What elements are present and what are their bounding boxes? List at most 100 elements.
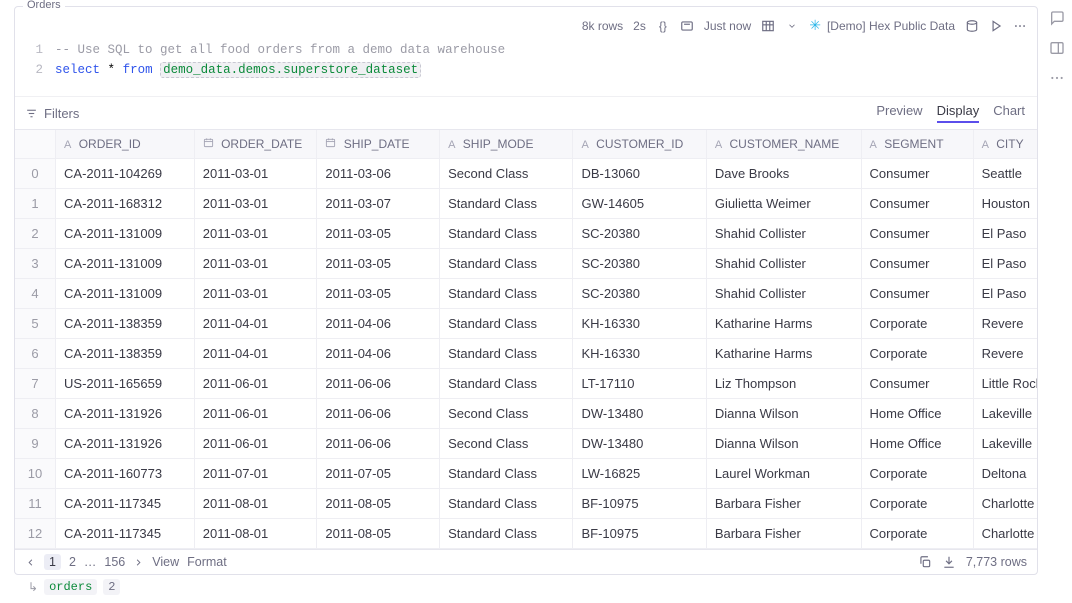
tab-preview[interactable]: Preview — [876, 103, 922, 123]
cell[interactable]: 2011-06-01 — [194, 369, 317, 399]
cell[interactable]: Katharine Harms — [706, 309, 861, 339]
cell[interactable]: CA-2011-117345 — [56, 489, 195, 519]
table-row[interactable]: 9CA-2011-1319262011-06-012011-06-06Secon… — [15, 429, 1037, 459]
cell[interactable]: 2011-03-05 — [317, 249, 440, 279]
cell[interactable]: DW-13480 — [573, 429, 706, 459]
database-icon[interactable] — [965, 19, 979, 33]
cell[interactable]: Katharine Harms — [706, 339, 861, 369]
cell[interactable]: 2011-04-01 — [194, 339, 317, 369]
cell[interactable]: 2011-06-06 — [317, 369, 440, 399]
cell[interactable]: GW-14605 — [573, 189, 706, 219]
cell[interactable]: Standard Class — [440, 189, 573, 219]
cell[interactable]: Barbara Fisher — [706, 489, 861, 519]
cell[interactable]: Corporate — [861, 459, 973, 489]
cell[interactable]: 2011-08-01 — [194, 489, 317, 519]
run-icon[interactable] — [989, 19, 1003, 33]
cell[interactable]: SC-20380 — [573, 249, 706, 279]
cell[interactable]: 2011-03-05 — [317, 219, 440, 249]
cell[interactable]: Dianna Wilson — [706, 429, 861, 459]
cell[interactable]: 2011-08-05 — [317, 489, 440, 519]
table-row[interactable]: 6CA-2011-1383592011-04-012011-04-06Stand… — [15, 339, 1037, 369]
cell[interactable]: Seattle — [973, 159, 1037, 189]
cell[interactable]: El Paso — [973, 279, 1037, 309]
cell[interactable]: Standard Class — [440, 249, 573, 279]
table-row[interactable]: 3CA-2011-1310092011-03-012011-03-05Stand… — [15, 249, 1037, 279]
cell[interactable]: CA-2011-131009 — [56, 279, 195, 309]
cell[interactable]: Standard Class — [440, 309, 573, 339]
cell[interactable]: CA-2011-168312 — [56, 189, 195, 219]
cell[interactable]: CA-2011-160773 — [56, 459, 195, 489]
cell[interactable]: Little Rock — [973, 369, 1037, 399]
cell[interactable]: Laurel Workman — [706, 459, 861, 489]
cell[interactable]: CA-2011-104269 — [56, 159, 195, 189]
cell[interactable]: Consumer — [861, 189, 973, 219]
cell[interactable]: Giulietta Weimer — [706, 189, 861, 219]
cell[interactable]: Second Class — [440, 429, 573, 459]
cell[interactable]: El Paso — [973, 219, 1037, 249]
cell[interactable]: Home Office — [861, 399, 973, 429]
cell[interactable]: Consumer — [861, 279, 973, 309]
cell[interactable]: Shahid Collister — [706, 249, 861, 279]
cell[interactable]: 2011-03-01 — [194, 159, 317, 189]
cell[interactable]: Lakeville — [973, 399, 1037, 429]
cell[interactable]: 2011-04-06 — [317, 309, 440, 339]
cell[interactable]: 2011-03-06 — [317, 159, 440, 189]
cell[interactable]: LT-17110 — [573, 369, 706, 399]
column-header[interactable]: ORDER_DATE — [194, 130, 317, 159]
cell[interactable]: BF-10975 — [573, 519, 706, 549]
cell[interactable]: 2011-03-01 — [194, 279, 317, 309]
cell[interactable]: Charlotte — [973, 489, 1037, 519]
cell[interactable]: 2011-04-01 — [194, 309, 317, 339]
cell[interactable]: Second Class — [440, 159, 573, 189]
cell[interactable]: KH-16330 — [573, 309, 706, 339]
cell[interactable]: Standard Class — [440, 339, 573, 369]
format-button[interactable]: Format — [187, 555, 227, 569]
cell[interactable]: El Paso — [973, 249, 1037, 279]
tab-display[interactable]: Display — [937, 103, 980, 123]
cell[interactable]: 2011-07-05 — [317, 459, 440, 489]
table-row[interactable]: 7US-2011-1656592011-06-012011-06-06Stand… — [15, 369, 1037, 399]
cell[interactable]: Deltona — [973, 459, 1037, 489]
column-header[interactable]: A CUSTOMER_ID — [573, 130, 706, 159]
tab-chart[interactable]: Chart — [993, 103, 1025, 123]
more-vertical-icon[interactable] — [1049, 70, 1065, 86]
cell[interactable]: SC-20380 — [573, 279, 706, 309]
cell[interactable]: US-2011-165659 — [56, 369, 195, 399]
table-row[interactable]: 10CA-2011-1607732011-07-012011-07-05Stan… — [15, 459, 1037, 489]
dataframe-icon[interactable] — [761, 19, 775, 33]
cell[interactable]: Dianna Wilson — [706, 399, 861, 429]
panel-icon[interactable] — [1049, 40, 1065, 56]
cell[interactable]: CA-2011-117345 — [56, 519, 195, 549]
cell[interactable]: CA-2011-131009 — [56, 249, 195, 279]
table-row[interactable]: 11CA-2011-1173452011-08-012011-08-05Stan… — [15, 489, 1037, 519]
column-header[interactable]: A CUSTOMER_NAME — [706, 130, 861, 159]
cell[interactable]: 2011-06-01 — [194, 399, 317, 429]
cell[interactable]: LW-16825 — [573, 459, 706, 489]
cell[interactable]: Charlotte — [973, 519, 1037, 549]
column-header[interactable]: A SHIP_MODE — [440, 130, 573, 159]
table-row[interactable]: 0CA-2011-1042692011-03-012011-03-06Secon… — [15, 159, 1037, 189]
cell[interactable]: SC-20380 — [573, 219, 706, 249]
cell[interactable]: 2011-06-06 — [317, 429, 440, 459]
output-var-name[interactable]: orders — [44, 579, 97, 595]
cell[interactable]: Standard Class — [440, 519, 573, 549]
cell[interactable]: Consumer — [861, 159, 973, 189]
cell[interactable]: CA-2011-131926 — [56, 429, 195, 459]
cell[interactable]: 2011-08-01 — [194, 519, 317, 549]
column-header[interactable]: A ORDER_ID — [56, 130, 195, 159]
cell[interactable]: Corporate — [861, 339, 973, 369]
cell[interactable]: Corporate — [861, 519, 973, 549]
freshness-icon[interactable] — [680, 19, 694, 33]
cell[interactable]: Liz Thompson — [706, 369, 861, 399]
cell[interactable]: Standard Class — [440, 279, 573, 309]
cell[interactable]: Dave Brooks — [706, 159, 861, 189]
cell[interactable]: Shahid Collister — [706, 219, 861, 249]
cell[interactable]: Shahid Collister — [706, 279, 861, 309]
cell[interactable]: 2011-03-05 — [317, 279, 440, 309]
cell[interactable]: 2011-04-06 — [317, 339, 440, 369]
cell[interactable]: 2011-03-07 — [317, 189, 440, 219]
cell[interactable]: Standard Class — [440, 489, 573, 519]
copy-icon[interactable] — [918, 555, 932, 569]
cell[interactable]: 2011-03-01 — [194, 249, 317, 279]
cell[interactable]: Home Office — [861, 429, 973, 459]
